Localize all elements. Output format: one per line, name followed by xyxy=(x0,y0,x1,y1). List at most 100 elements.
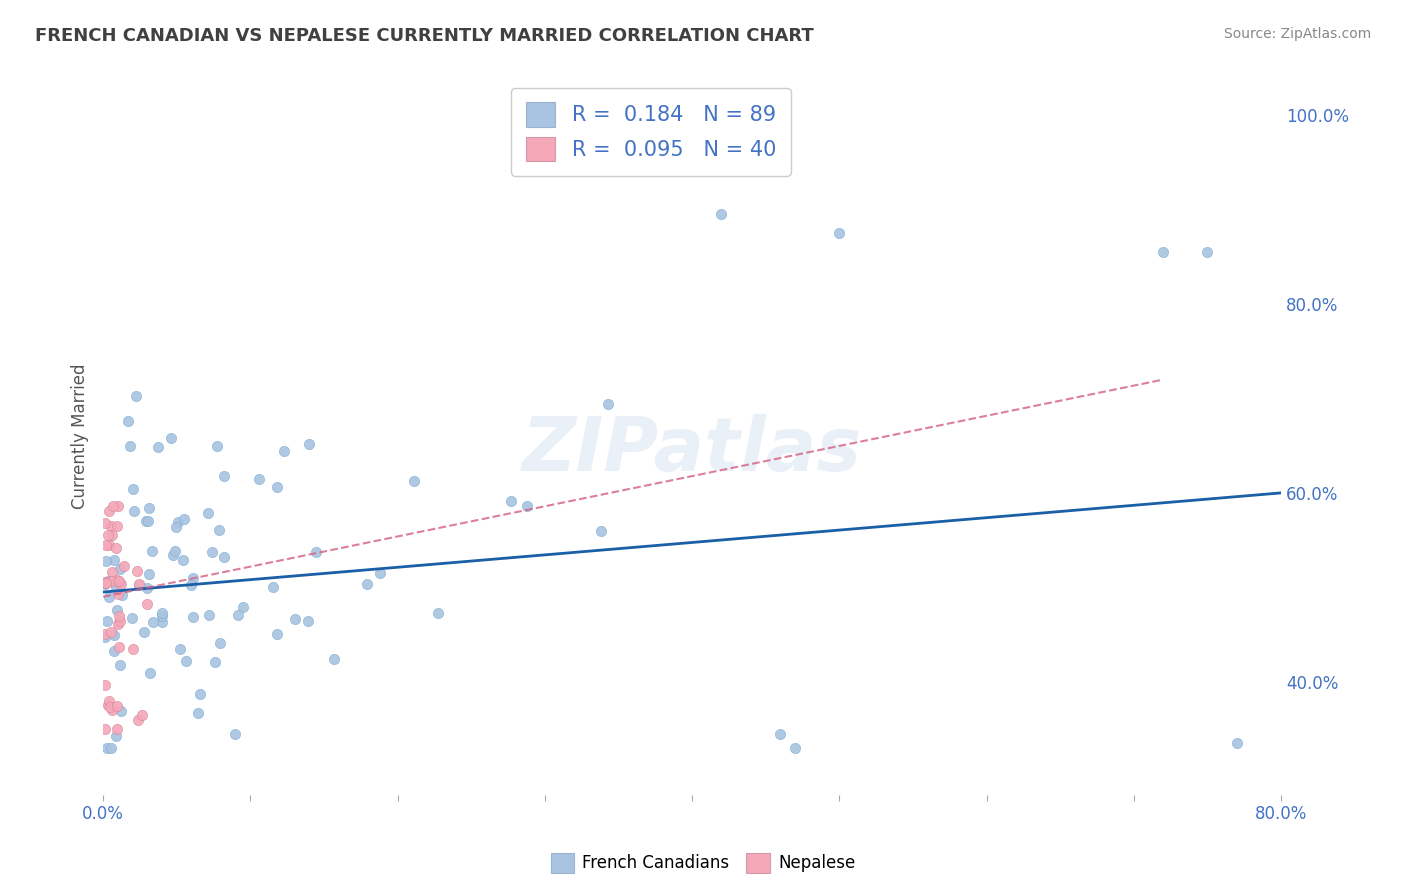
Point xyxy=(262,580,284,594)
Point xyxy=(138,500,160,515)
Point xyxy=(96,740,118,755)
Point xyxy=(142,615,165,629)
Point xyxy=(103,552,125,566)
Point xyxy=(101,527,124,541)
Point xyxy=(298,437,321,451)
Point xyxy=(589,524,612,539)
Point xyxy=(208,523,231,537)
Point xyxy=(190,687,212,701)
Point xyxy=(172,553,194,567)
Point xyxy=(402,475,425,489)
Point xyxy=(160,431,183,445)
Point xyxy=(105,602,128,616)
Point xyxy=(96,615,118,629)
Point xyxy=(110,704,132,718)
Point xyxy=(187,706,209,720)
Point xyxy=(105,519,128,533)
Point xyxy=(131,707,153,722)
Point xyxy=(135,514,157,528)
Point xyxy=(97,698,120,713)
Point xyxy=(101,566,124,580)
Point xyxy=(107,499,129,513)
Point xyxy=(98,537,121,551)
Point xyxy=(111,588,134,602)
Point xyxy=(598,397,620,411)
Point xyxy=(284,612,307,626)
Point xyxy=(127,713,149,727)
Point xyxy=(150,607,173,621)
Point xyxy=(1152,245,1174,260)
Point xyxy=(710,207,733,221)
Point xyxy=(107,617,129,632)
Point xyxy=(93,574,115,589)
Point xyxy=(94,538,117,552)
Point xyxy=(180,578,202,592)
Point xyxy=(100,625,122,640)
Point xyxy=(105,581,128,595)
Point xyxy=(110,577,132,591)
Point xyxy=(105,573,128,587)
Point xyxy=(105,698,128,713)
Point xyxy=(224,727,246,741)
Point xyxy=(305,545,328,559)
Point xyxy=(427,606,450,620)
Point xyxy=(96,528,118,542)
Point xyxy=(125,565,148,579)
Text: ZIPatlas: ZIPatlas xyxy=(522,414,862,487)
Point xyxy=(174,654,197,668)
Point xyxy=(121,611,143,625)
Point xyxy=(148,440,170,454)
Point xyxy=(212,469,235,483)
Point xyxy=(209,636,232,650)
Point xyxy=(200,545,222,559)
Point xyxy=(785,740,807,755)
Point xyxy=(93,627,115,641)
Point xyxy=(136,514,159,528)
Point xyxy=(226,607,249,622)
Point xyxy=(136,582,159,596)
Point xyxy=(232,599,254,614)
Point xyxy=(135,597,157,611)
Point xyxy=(198,607,221,622)
Point xyxy=(266,627,288,641)
Text: Source: ZipAtlas.com: Source: ZipAtlas.com xyxy=(1223,27,1371,41)
Point xyxy=(173,512,195,526)
Point xyxy=(828,226,851,240)
Point xyxy=(266,480,288,494)
Point xyxy=(93,722,115,736)
Point xyxy=(94,577,117,591)
Point xyxy=(105,722,128,736)
Point xyxy=(103,628,125,642)
Point xyxy=(1226,736,1249,750)
Point xyxy=(104,729,127,743)
Point xyxy=(1197,245,1219,260)
Point xyxy=(181,571,204,585)
Point xyxy=(97,693,120,707)
Point xyxy=(181,609,204,624)
Point xyxy=(165,520,187,534)
Point xyxy=(128,576,150,591)
Point xyxy=(98,700,121,714)
Point xyxy=(97,574,120,588)
Point xyxy=(107,608,129,623)
Point xyxy=(273,443,295,458)
Point xyxy=(103,499,125,513)
Point xyxy=(247,472,270,486)
Point xyxy=(108,574,131,589)
Point xyxy=(150,615,173,630)
Text: FRENCH CANADIAN VS NEPALESE CURRENTLY MARRIED CORRELATION CHART: FRENCH CANADIAN VS NEPALESE CURRENTLY MA… xyxy=(35,27,814,45)
Point xyxy=(212,549,235,564)
Point xyxy=(101,574,124,589)
Point xyxy=(110,562,132,576)
Point xyxy=(93,516,115,530)
Point xyxy=(141,544,163,558)
Point xyxy=(93,678,115,692)
Point xyxy=(101,703,124,717)
Point xyxy=(121,642,143,657)
Point xyxy=(356,577,378,591)
Point xyxy=(166,515,188,529)
Point xyxy=(98,504,121,518)
Point xyxy=(516,499,538,513)
Legend: French Canadians, Nepalese: French Canadians, Nepalese xyxy=(544,847,862,880)
Point xyxy=(112,559,135,574)
